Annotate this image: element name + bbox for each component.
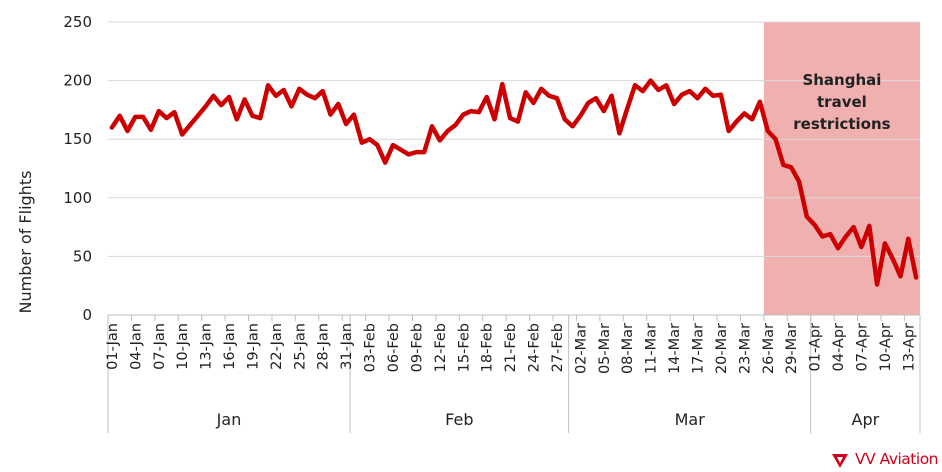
y-tick-label: 200: [63, 72, 92, 90]
x-axis: 01-Jan 04-Jan 07-Jan 10-Jan 13-Jan 16-Jan 19-J…: [105, 314, 921, 433]
x-tick-label: 12-Feb: [433, 323, 449, 372]
x-tick-label: 18-Feb: [480, 323, 496, 372]
x-tick-label: 01-Jan: [105, 323, 121, 370]
x-tick-label: 23-Mar: [737, 323, 753, 374]
y-axis: 0 50 100 150 200 250: [63, 13, 92, 324]
x-tick-label: 01-Apr: [808, 323, 824, 371]
x-tick-label: 05-Mar: [597, 323, 613, 374]
x-tick-label: 15-Feb: [456, 323, 472, 372]
x-tick-label: 04-Apr: [831, 323, 847, 371]
x-tick-label: 11-Mar: [644, 323, 660, 374]
x-tick-label: 20-Mar: [714, 323, 730, 374]
x-tick-label: 19-Jan: [245, 323, 261, 370]
x-tick-label: 13-Jan: [199, 323, 215, 370]
x-tick-label: 04-Jan: [128, 323, 144, 370]
y-tick-label: 100: [63, 189, 92, 207]
x-tick-label: 27-Feb: [550, 323, 566, 372]
x-tick-label: 13-Apr: [901, 323, 917, 371]
y-tick-label: 0: [82, 306, 92, 324]
y-tick-label: 150: [63, 130, 92, 148]
x-tick-label: 02-Mar: [573, 323, 589, 374]
annotation-line-2: travel: [817, 93, 867, 111]
vv-aviation-logo-icon: [832, 454, 848, 468]
annotation-layer: Shanghai travel restrictions: [793, 71, 890, 133]
x-month-label: Feb: [445, 410, 473, 429]
x-tick-label: 22-Jan: [269, 323, 285, 370]
x-tick-label: 03-Feb: [363, 323, 379, 372]
x-tick-label: 14-Mar: [667, 323, 683, 374]
series-layer: [109, 78, 919, 287]
y-tick-label: 250: [63, 13, 92, 31]
brand-logo: VV Aviation: [829, 448, 939, 470]
x-month-label: Jan: [216, 410, 242, 429]
gridlines: [108, 21, 920, 257]
y-tick-label: 50: [73, 247, 92, 265]
x-tick-label: 07-Jan: [152, 323, 168, 370]
x-tick-label: 26-Mar: [761, 323, 777, 374]
x-tick-label: 29-Mar: [784, 323, 800, 374]
x-tick-label: 08-Mar: [620, 323, 636, 374]
x-tick-label: 10-Jan: [175, 323, 191, 370]
x-tick-label: 16-Jan: [222, 323, 238, 370]
x-tick-label: 06-Feb: [386, 323, 402, 372]
x-tick-label: 17-Mar: [691, 323, 707, 374]
x-tick-label: 21-Feb: [503, 323, 519, 372]
annotation-line-1: Shanghai: [802, 71, 881, 89]
x-month-label: Apr: [852, 410, 880, 429]
x-tick-label: 28-Jan: [316, 323, 332, 370]
x-tick-label: 09-Feb: [409, 323, 425, 372]
x-tick-label: 31-Jan: [339, 323, 355, 370]
annotation-line-3: restrictions: [793, 115, 890, 133]
x-tick-label: 24-Feb: [527, 323, 543, 372]
x-tick-label: 10-Apr: [878, 323, 894, 371]
x-tick-label: 25-Jan: [292, 323, 308, 370]
x-month-label: Mar: [675, 410, 706, 429]
y-axis-title: Number of Flights: [16, 171, 35, 314]
x-tick-label: 07-Apr: [854, 323, 870, 371]
logo-text: VV Aviation: [855, 450, 939, 468]
series-line: [109, 78, 919, 287]
